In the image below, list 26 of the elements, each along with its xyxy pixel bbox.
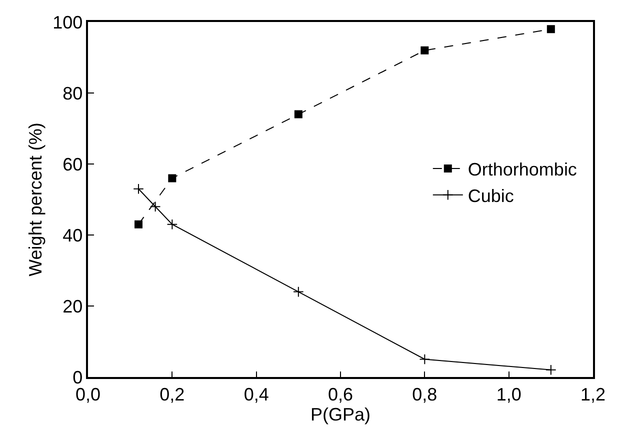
point [546, 25, 555, 34]
x-tick-label: 1,0 [496, 384, 522, 404]
point [419, 354, 430, 365]
legend-label: Cubic [468, 186, 514, 206]
point [546, 364, 556, 376]
y-axis-title: Weight percent (%) [25, 122, 46, 276]
point [133, 183, 144, 194]
point [134, 220, 142, 228]
point [166, 218, 178, 230]
y-tick-label: 100 [52, 12, 83, 32]
y-tick-label: 40 [62, 225, 83, 246]
x-tick-label: 1,2 [580, 384, 606, 404]
point [293, 286, 304, 298]
point [420, 46, 429, 54]
x-tick-label: 0,6 [328, 384, 354, 404]
legend-label: Orthorhombic [468, 159, 577, 180]
point [294, 110, 302, 118]
point [150, 201, 161, 212]
point [168, 174, 176, 182]
x-tick-label: 0,2 [160, 384, 185, 404]
y-tick-label: 80 [62, 83, 83, 104]
y-tick-label: 60 [62, 154, 83, 174]
x-tick-label: 0,8 [412, 384, 438, 404]
x-tick-label: 0,4 [244, 384, 269, 404]
x-axis-title: P(GPa) [310, 404, 371, 424]
y-tick-label: 20 [62, 296, 83, 316]
